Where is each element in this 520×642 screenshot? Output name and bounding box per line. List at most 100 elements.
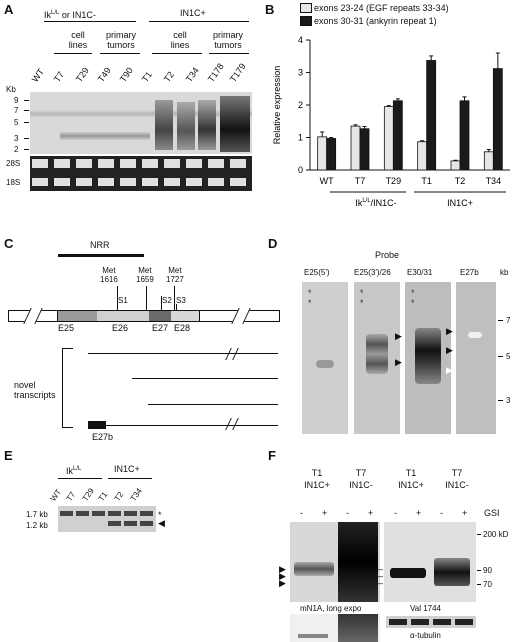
probe-1: E25(5') xyxy=(304,268,330,277)
column-header-bottom: IN1C+ xyxy=(398,480,424,490)
transcript-4 xyxy=(88,425,278,426)
y-tick-label: 0 xyxy=(298,165,303,175)
kd-marker: 200 kD xyxy=(483,530,509,539)
kb-tick xyxy=(24,122,29,123)
lane-label: WT xyxy=(29,66,47,84)
met-1616: Met 1616 xyxy=(100,266,118,284)
y-tick-label: 3 xyxy=(298,68,303,78)
gsi-sign: - xyxy=(440,508,443,518)
lane-label: T34 xyxy=(128,486,144,503)
blot-label-long: mN1A, long expo xyxy=(300,604,362,613)
gsi-sign: - xyxy=(394,508,397,518)
panel-f-blot-short xyxy=(290,614,380,642)
gsi-sign: - xyxy=(346,508,349,518)
panel-label-e: E xyxy=(4,448,13,463)
column-header-top: T7 xyxy=(451,468,463,478)
panel-a-18s: 18S xyxy=(6,178,21,187)
exon-e25: E25 xyxy=(58,323,75,333)
legend-swatch-2 xyxy=(300,16,312,26)
bar xyxy=(426,60,437,171)
gsi-sign: + xyxy=(416,508,422,518)
panel-d-blot-2 xyxy=(354,282,400,434)
panel-f-blot-long xyxy=(290,522,380,602)
y-tick-label: 1 xyxy=(298,133,303,143)
panel-a-28s: 28S xyxy=(6,159,21,168)
met-1727: Met 1727 xyxy=(166,266,184,284)
gsi-sign: + xyxy=(368,508,374,518)
novel-bracket xyxy=(62,348,73,428)
x-tick-label: T29 xyxy=(386,176,402,186)
probe-4: E27b xyxy=(460,268,479,277)
column-header-top: T1 xyxy=(311,468,323,478)
panel-a-kb-label: Kb xyxy=(6,85,16,94)
x-tick-label: T1 xyxy=(421,176,432,186)
panel-b-bar-chart: 0 1 2 3 4 Relative expression WT T7 T29 T1 T2 T34 Ik… xyxy=(272,35,510,208)
kd-marker: 90 xyxy=(483,566,492,575)
bar xyxy=(483,151,494,171)
gsi-sign: + xyxy=(322,508,328,518)
panel-a-rrna-gel xyxy=(30,156,252,191)
y-tick-label: 2 xyxy=(298,100,303,110)
panel-d-blot-1 xyxy=(302,282,348,434)
lane-label: WT xyxy=(48,487,64,503)
panel-a-header-left: IkL/L or IN1C- xyxy=(44,10,96,20)
kb-marker: 5 xyxy=(506,352,511,361)
gsi-sign: - xyxy=(300,508,303,518)
y-tick-label: 4 xyxy=(298,35,303,45)
panel-f-blot-val1744 xyxy=(384,522,476,602)
panel-e-group1: IkL/L xyxy=(66,466,82,476)
lane-label: T7 xyxy=(64,490,78,503)
lane-label: T178 xyxy=(205,61,226,84)
bar xyxy=(450,160,461,171)
kb-marker: 3 xyxy=(14,134,19,143)
lane-label: T179 xyxy=(227,61,248,84)
kb-tick xyxy=(24,149,29,150)
column-header-bottom: IN1C+ xyxy=(304,480,330,490)
bar xyxy=(383,106,394,171)
kb-marker: 5 xyxy=(14,118,19,127)
panel-d-blot-3 xyxy=(405,282,451,434)
kd-tick xyxy=(477,584,481,585)
panel-label-c: C xyxy=(4,236,14,251)
lane-label: T29 xyxy=(73,65,91,84)
kb-tick xyxy=(24,100,29,101)
blot-label-val1744: Val 1744 xyxy=(410,604,441,613)
kb-marker: 2 xyxy=(14,145,19,154)
kb-marker: 3 xyxy=(506,396,511,405)
legend-label-1: exons 23-24 (EGF repeats 33-34) xyxy=(314,3,449,13)
legend-swatch-1 xyxy=(300,3,312,13)
bar xyxy=(359,128,370,171)
bar xyxy=(417,141,428,171)
exon-e28: E28 xyxy=(174,323,191,333)
kb-tick xyxy=(24,138,29,139)
lane-label: T2 xyxy=(112,490,126,503)
exon-e26: E26 xyxy=(112,323,129,333)
x-tick-label: T7 xyxy=(355,176,366,186)
x-tick-label: T2 xyxy=(455,176,466,186)
panel-label-f: F xyxy=(268,448,276,463)
panel-label-b: B xyxy=(265,2,275,17)
e27b-box xyxy=(88,421,106,429)
kb-tick xyxy=(24,110,29,111)
bar xyxy=(350,125,361,171)
lane-label: T49 xyxy=(95,65,113,84)
column-header-top: T1 xyxy=(405,468,417,478)
lane-label: T1 xyxy=(96,490,110,503)
panel-a-header-right: IN1C+ xyxy=(180,8,206,18)
e27b-label: E27b xyxy=(92,432,114,442)
probe-3: E30/31 xyxy=(407,268,433,277)
transcript-3 xyxy=(148,404,278,405)
novel-transcripts-label: novel transcripts xyxy=(14,380,56,400)
kb-label-d: kb xyxy=(500,268,509,277)
column-header-top: T7 xyxy=(355,468,367,478)
column-header-bottom: IN1C- xyxy=(445,480,469,490)
kb-tick xyxy=(498,400,503,401)
kb-tick xyxy=(498,320,503,321)
nrr-label: NRR xyxy=(90,240,110,250)
group-label-2: IN1C+ xyxy=(447,198,473,208)
transcript-1 xyxy=(88,353,278,354)
site-s1: S1 xyxy=(118,296,128,305)
x-tick-label: T34 xyxy=(486,176,502,186)
panel-a-cell-lines-b: cell lines xyxy=(170,30,190,50)
legend-label-2: exons 30-31 (ankyrin repeat 1) xyxy=(314,16,437,26)
